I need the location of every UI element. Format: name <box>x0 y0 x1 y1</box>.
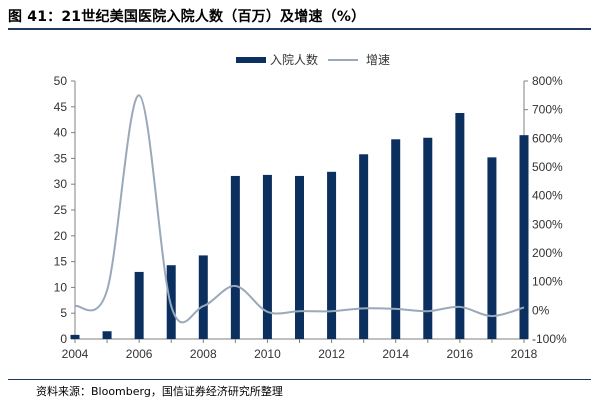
x-tick-label: 2012 <box>318 347 345 361</box>
left-tick-label: 10 <box>54 280 68 294</box>
bar <box>359 154 369 339</box>
title-rule <box>8 28 591 30</box>
left-tick-label: 0 <box>60 332 67 346</box>
bar <box>327 171 337 339</box>
x-tick-label: 2010 <box>254 347 281 361</box>
left-tick-label: 50 <box>54 74 68 88</box>
bar <box>423 137 433 339</box>
bar <box>198 255 208 339</box>
bar-series <box>70 112 529 339</box>
right-tick-label: 500% <box>532 160 563 174</box>
bar <box>134 271 144 339</box>
footer-rule <box>8 379 591 380</box>
left-tick-label: 35 <box>54 151 68 165</box>
x-tick-label: 2014 <box>382 347 409 361</box>
right-tick-label: 200% <box>532 246 563 260</box>
right-tick-label: 700% <box>532 103 563 117</box>
bar <box>519 135 529 339</box>
right-tick-label: 0% <box>532 303 550 317</box>
line-series <box>74 94 525 324</box>
source-note: 资料来源：Bloomberg，国信证券经济研究所整理 <box>36 385 283 398</box>
bar <box>391 139 401 339</box>
left-tick-label: 5 <box>60 306 67 320</box>
right-tick-label: 300% <box>532 217 563 231</box>
right-tick-label: 400% <box>532 189 563 203</box>
x-tick-label: 2006 <box>126 347 153 361</box>
bar <box>230 175 240 339</box>
bar <box>487 157 497 339</box>
right-tick-label: 800% <box>532 74 563 88</box>
bar <box>102 331 112 339</box>
left-tick-label: 25 <box>54 203 68 217</box>
bar <box>455 112 465 339</box>
left-tick-label: 15 <box>54 255 68 269</box>
legend-line-label: 增速 <box>366 53 390 67</box>
x-tick-label: 2008 <box>190 347 217 361</box>
right-tick-label: -100% <box>532 332 567 346</box>
legend-bar-label: 入院人数 <box>270 52 318 67</box>
bar <box>262 174 272 339</box>
left-tick-label: 40 <box>54 126 68 140</box>
chart-legend: 入院人数 增速 <box>236 52 390 67</box>
left-tick-label: 20 <box>54 229 68 243</box>
x-tick-label: 2018 <box>511 347 538 361</box>
x-tick-label: 2016 <box>447 347 474 361</box>
right-tick-label: 100% <box>532 275 563 289</box>
bar <box>295 175 304 339</box>
bar <box>70 334 80 339</box>
figure-title: 图 41：21世纪美国医院入院人数（百万）及增速（%） <box>8 9 366 25</box>
right-tick-label: 600% <box>532 131 563 145</box>
left-tick-label: 30 <box>54 177 68 191</box>
x-tick-label: 2004 <box>62 347 89 361</box>
growth-line <box>74 94 525 324</box>
chart: 0 5 10 15 20 25 30 35 40 45 50 -100% 0% 100% 200% 300% 4… <box>54 52 567 361</box>
left-tick-label: 45 <box>54 100 68 114</box>
legend-bar-swatch <box>236 57 266 63</box>
